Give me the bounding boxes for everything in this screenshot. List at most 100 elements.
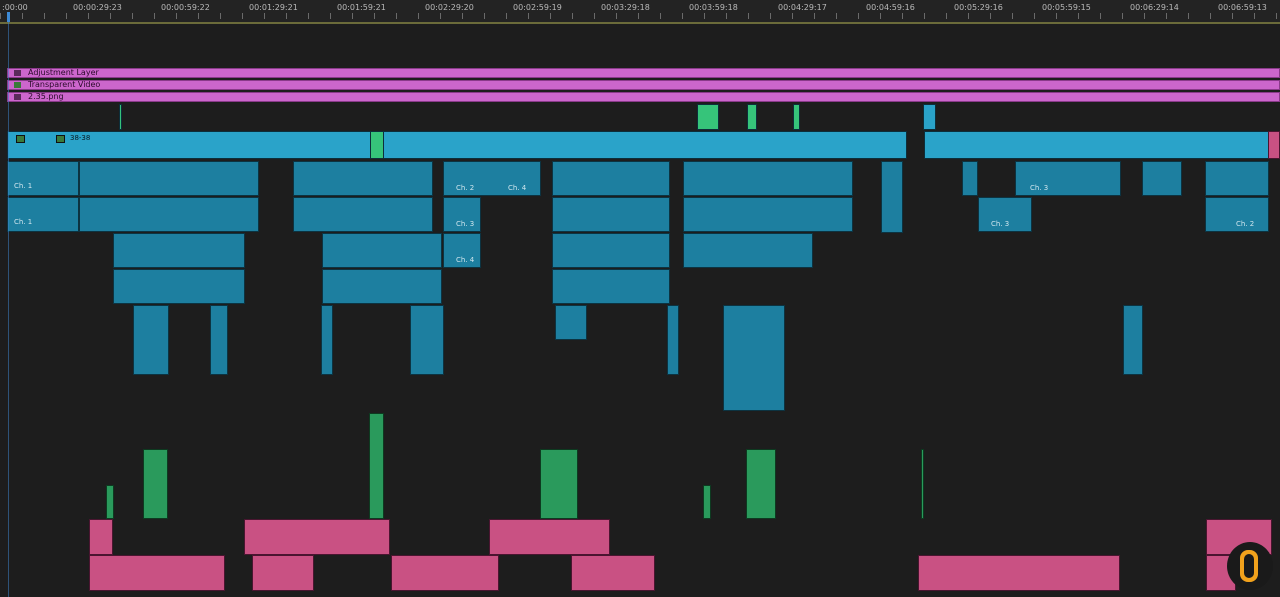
- audio-clip[interactable]: Ch. 2: [1205, 197, 1269, 232]
- video-clip[interactable]: [697, 104, 719, 130]
- clip-adjustment-layer[interactable]: Adjustment Layer: [7, 68, 1280, 78]
- audio-clip[interactable]: [962, 161, 978, 196]
- video-clip[interactable]: [747, 104, 757, 130]
- audio-clip[interactable]: Ch. 1: [7, 197, 79, 232]
- ruler-tick: [792, 13, 793, 19]
- clip-label: Ch. 1: [14, 182, 33, 190]
- ruler-tick: [594, 13, 595, 19]
- track-row-v1: 38-38: [0, 131, 1280, 162]
- video-clip[interactable]: [793, 104, 800, 130]
- track-row-v2: [0, 104, 1280, 132]
- video-clip[interactable]: [119, 104, 122, 130]
- ruler-tick: [528, 13, 529, 19]
- audio-clip[interactable]: [293, 161, 433, 196]
- ruler-tick: [814, 13, 815, 19]
- ruler-tick: [352, 13, 353, 19]
- timecode-label: 00:05:29:16: [954, 3, 1003, 12]
- ruler-tick: [396, 13, 397, 19]
- audio-clip[interactable]: [322, 233, 442, 268]
- audio-clip[interactable]: [881, 161, 903, 233]
- audio-clip[interactable]: [410, 305, 444, 375]
- music-clip[interactable]: [89, 519, 113, 555]
- ruler-tick: [1078, 13, 1079, 19]
- ruler-tick: [0, 13, 1, 19]
- audio-clip[interactable]: [79, 197, 259, 232]
- audio-clip[interactable]: [1123, 305, 1143, 375]
- ruler-tick: [1122, 13, 1123, 19]
- audio-clip[interactable]: [552, 197, 670, 232]
- audio-clip[interactable]: [210, 305, 228, 375]
- ruler-tick: [1188, 13, 1189, 19]
- music-clip[interactable]: [489, 519, 610, 555]
- timecode-label: 00:03:29:18: [601, 3, 650, 12]
- video-clip[interactable]: [923, 104, 936, 130]
- video-clip[interactable]: [370, 131, 384, 159]
- music-clip[interactable]: [252, 555, 314, 591]
- work-area-bar[interactable]: [0, 22, 1280, 24]
- audio-clip[interactable]: [1205, 161, 1269, 196]
- audio-clip[interactable]: [683, 161, 853, 196]
- ruler-tick: [176, 13, 177, 19]
- sfx-clip[interactable]: [921, 449, 924, 519]
- ruler-tick: [1056, 13, 1057, 19]
- video-clip[interactable]: [924, 131, 1270, 159]
- audio-clip[interactable]: [133, 305, 169, 375]
- audio-clip[interactable]: [683, 197, 853, 232]
- audio-clip[interactable]: [555, 305, 587, 340]
- audio-clip[interactable]: [552, 161, 670, 196]
- sfx-clip[interactable]: [106, 485, 114, 519]
- audio-clip[interactable]: Ch. 3: [1015, 161, 1121, 196]
- track-row-graphics: Adjustment Layer Transparent Video 2.35.…: [0, 67, 1280, 105]
- audio-clip[interactable]: [552, 233, 670, 268]
- track-area[interactable]: Adjustment Layer Transparent Video 2.35.…: [0, 24, 1280, 597]
- clip-transparent-video[interactable]: Transparent Video: [7, 80, 1280, 90]
- timecode-label: 00:02:59:19: [513, 3, 562, 12]
- video-clip[interactable]: [1268, 131, 1280, 159]
- playhead-handle[interactable]: [7, 12, 10, 22]
- audio-clip[interactable]: [321, 305, 333, 375]
- audio-clip[interactable]: [113, 269, 245, 304]
- audio-clip[interactable]: [293, 197, 433, 232]
- ruler-tick: [880, 13, 881, 19]
- music-clip[interactable]: [918, 555, 1120, 591]
- clip-2-35-png[interactable]: 2.35.png: [7, 92, 1280, 102]
- sfx-clip[interactable]: [540, 449, 578, 519]
- audio-clip[interactable]: [683, 233, 813, 268]
- ruler-tick: [374, 13, 375, 19]
- audio-clip[interactable]: Ch. 4: [443, 233, 481, 268]
- track-row-a8: [0, 413, 1280, 450]
- audio-clip[interactable]: [723, 305, 785, 411]
- music-clip[interactable]: [89, 555, 225, 591]
- sfx-clip[interactable]: [746, 449, 776, 519]
- audio-clip[interactable]: [79, 161, 259, 196]
- ruler-tick: [22, 13, 23, 19]
- track-row-a9: [0, 449, 1280, 486]
- time-ruler[interactable]: :00:00 00:00:29:23 00:00:59:22 00:01:29:…: [0, 0, 1280, 22]
- timecode-label: 00:01:59:21: [337, 3, 386, 12]
- ruler-tick: [1100, 13, 1101, 19]
- music-clip[interactable]: [391, 555, 499, 591]
- audio-clip[interactable]: Ch. 3: [978, 197, 1032, 232]
- clip-label: Ch. 4: [456, 256, 475, 264]
- sfx-clip[interactable]: [369, 413, 384, 519]
- timecode-label: 00:00:29:23: [73, 3, 122, 12]
- sfx-clip[interactable]: [143, 449, 168, 519]
- audio-clip[interactable]: Ch. 1: [7, 161, 79, 196]
- audio-clip[interactable]: Ch. 2 Ch. 4: [443, 161, 541, 196]
- clip-label: Ch. 4: [508, 184, 527, 192]
- ruler-tick: [968, 13, 969, 19]
- clip-label: Ch. 3: [1030, 184, 1049, 192]
- clip-label: Adjustment Layer: [28, 68, 99, 77]
- audio-clip[interactable]: [322, 269, 442, 304]
- audio-clip[interactable]: [1142, 161, 1182, 196]
- ruler-tick: [1144, 13, 1145, 19]
- sfx-clip[interactable]: [703, 485, 711, 519]
- ruler-tick: [242, 13, 243, 19]
- video-clip-main[interactable]: 38-38: [7, 131, 907, 159]
- audio-clip[interactable]: [113, 233, 245, 268]
- audio-clip[interactable]: Ch. 3: [443, 197, 481, 232]
- audio-clip[interactable]: [667, 305, 679, 375]
- music-clip[interactable]: [244, 519, 390, 555]
- audio-clip[interactable]: [552, 269, 670, 304]
- music-clip[interactable]: [571, 555, 655, 591]
